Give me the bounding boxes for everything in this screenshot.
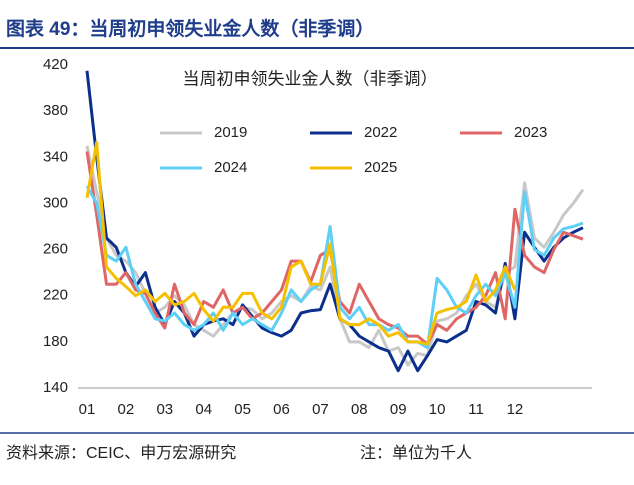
- x-tick-label: 10: [429, 401, 446, 418]
- y-tick-label: 420: [43, 56, 68, 73]
- y-tick-label: 140: [43, 379, 68, 396]
- legend-label: 2024: [214, 159, 247, 176]
- x-tick-label: 11: [468, 401, 484, 418]
- y-tick-label: 180: [43, 333, 68, 350]
- series-line: [85, 151, 584, 346]
- legend-label: 2019: [214, 124, 247, 141]
- x-tick-label: 06: [273, 401, 290, 418]
- y-tick-label: 220: [43, 287, 68, 304]
- x-tick-label: 04: [195, 401, 212, 418]
- legend-label: 2023: [514, 124, 547, 141]
- source: 资料来源：CEIC、申万宏源研究: [6, 444, 236, 462]
- x-tick-label: 02: [118, 401, 135, 418]
- series-line: [85, 140, 517, 346]
- legend-label: 2022: [364, 124, 397, 141]
- y-tick-label: 300: [43, 194, 68, 211]
- x-tick-label: 01: [79, 401, 96, 418]
- y-tick-label: 340: [43, 148, 68, 165]
- chart-title: 当周初申领失业金人数（非季调）: [183, 69, 438, 88]
- page-title: 图表 49：当周初申领失业金人数（非季调）: [6, 17, 374, 40]
- x-tick-label: 12: [507, 401, 524, 418]
- x-tick-label: 08: [351, 401, 368, 418]
- x-tick-label: 05: [234, 401, 251, 418]
- y-tick-label: 260: [43, 241, 68, 258]
- x-tick-label: 03: [156, 401, 173, 418]
- x-tick-label: 09: [390, 401, 407, 418]
- legend-label: 2025: [364, 159, 397, 176]
- x-tick-label: 07: [312, 401, 329, 418]
- series-line: [85, 70, 584, 373]
- series-line: [85, 185, 584, 350]
- y-tick-label: 380: [43, 102, 68, 119]
- note: 注：单位为千人: [360, 444, 472, 462]
